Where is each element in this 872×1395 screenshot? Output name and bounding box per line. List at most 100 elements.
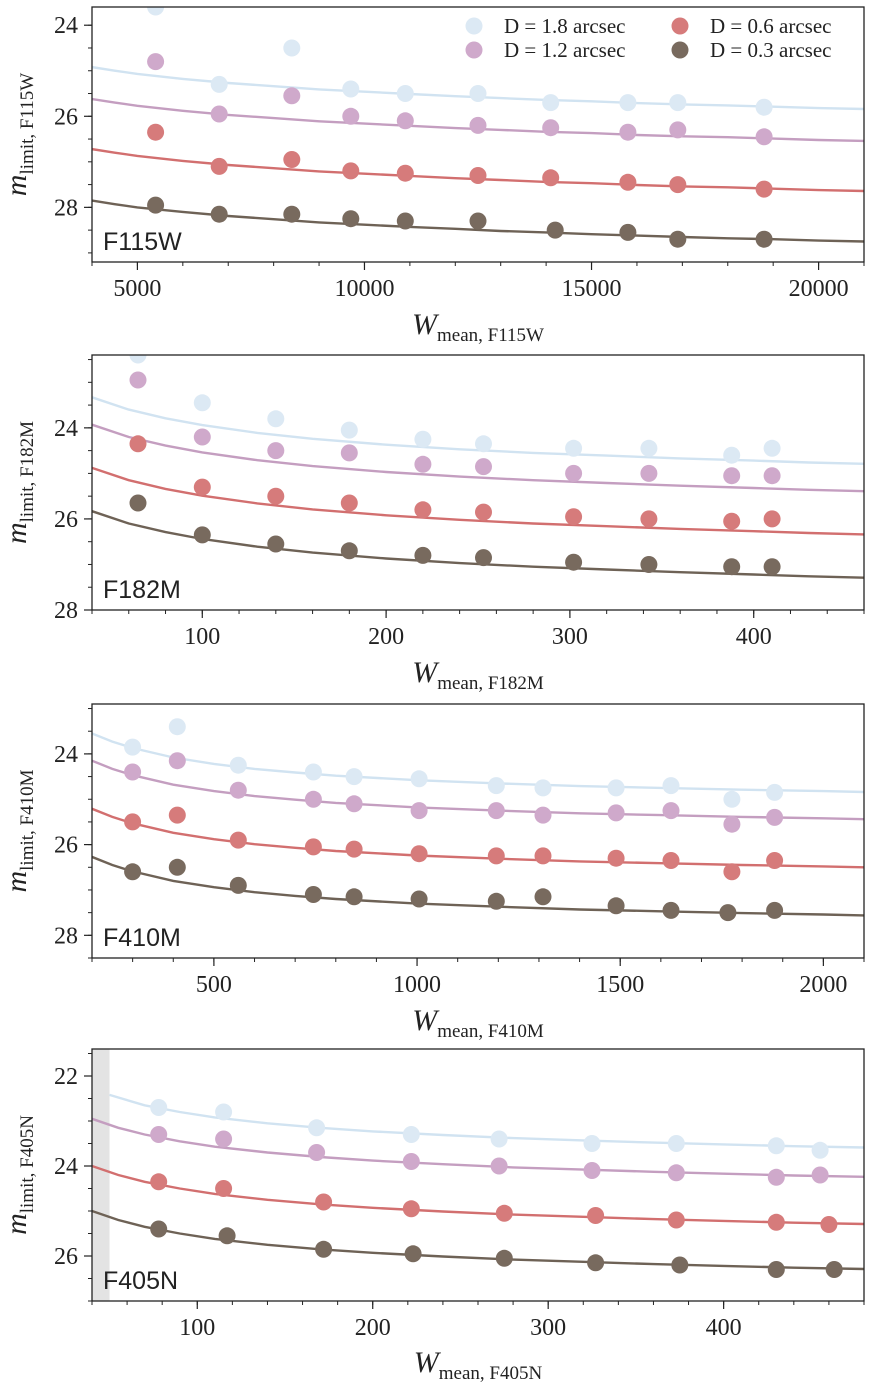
y-tick-label: 26 bbox=[54, 1244, 78, 1270]
data-point bbox=[414, 455, 432, 473]
legend-marker bbox=[671, 41, 689, 59]
x-axis-label-main: W bbox=[414, 1346, 442, 1379]
data-point bbox=[487, 802, 505, 820]
data-point bbox=[534, 847, 552, 865]
data-point bbox=[267, 487, 285, 505]
data-point bbox=[402, 1126, 420, 1143]
data-point bbox=[475, 549, 492, 567]
data-point bbox=[340, 444, 358, 462]
data-point bbox=[542, 94, 560, 112]
legend-marker bbox=[465, 17, 483, 35]
data-point bbox=[267, 442, 285, 460]
data-point bbox=[487, 777, 505, 795]
data-point bbox=[723, 446, 741, 464]
data-point bbox=[565, 439, 583, 457]
data-point bbox=[662, 852, 680, 869]
y-tick-label: 28 bbox=[54, 195, 78, 221]
data-point bbox=[607, 849, 625, 867]
panel-F405N: 100 200 300 400 22 24 26 F405N Wmean, F405N mlimi… bbox=[0, 1048, 865, 1384]
data-point bbox=[542, 119, 560, 137]
data-point bbox=[475, 458, 492, 476]
data-point bbox=[210, 157, 228, 175]
data-point bbox=[662, 901, 680, 919]
data-point bbox=[667, 1164, 685, 1182]
legend-label: D = 1.8 arcsec bbox=[504, 14, 625, 38]
y-tick-label: 26 bbox=[54, 833, 78, 859]
data-point bbox=[723, 815, 741, 833]
legend-label: D = 0.6 arcsec bbox=[710, 14, 831, 38]
legend-label: D = 1.2 arcsec bbox=[504, 38, 625, 62]
data-point bbox=[124, 863, 142, 881]
data-point bbox=[193, 428, 211, 446]
data-point bbox=[766, 808, 784, 826]
data-point bbox=[671, 1256, 689, 1274]
y-axis-label: mlimit, F115W bbox=[0, 73, 38, 196]
data-point bbox=[469, 85, 487, 102]
axes-frame bbox=[91, 354, 865, 611]
data-point bbox=[396, 212, 414, 230]
data-point bbox=[414, 501, 432, 519]
x-axis-label-main: W bbox=[412, 656, 440, 689]
data-point bbox=[723, 558, 741, 576]
data-point bbox=[218, 1227, 236, 1245]
y-tick-label: 28 bbox=[54, 923, 78, 949]
data-point bbox=[124, 763, 142, 781]
x-axis-label-sub: mean, F405N bbox=[439, 1363, 543, 1384]
y-tick-label: 24 bbox=[54, 742, 78, 768]
data-point bbox=[669, 121, 687, 139]
panel-label: F182M bbox=[103, 576, 181, 604]
data-point bbox=[723, 512, 741, 530]
data-point bbox=[755, 180, 773, 198]
data-point bbox=[215, 1103, 233, 1121]
legend-marker bbox=[671, 17, 689, 35]
data-point bbox=[662, 777, 680, 795]
data-point bbox=[168, 752, 186, 770]
data-point bbox=[766, 783, 784, 801]
data-point bbox=[283, 39, 301, 57]
y-axis-label: mlimit, F410M bbox=[0, 769, 38, 892]
data-point bbox=[168, 858, 186, 876]
data-point bbox=[811, 1166, 829, 1184]
data-point bbox=[475, 503, 492, 521]
data-point bbox=[723, 467, 741, 485]
data-point bbox=[124, 738, 142, 756]
data-point bbox=[495, 1249, 513, 1267]
x-tick-label: 2000 bbox=[799, 972, 847, 998]
x-axis-label-sub: mean, F410M bbox=[437, 1021, 544, 1042]
data-point bbox=[410, 845, 428, 863]
data-point bbox=[763, 439, 781, 457]
data-point bbox=[669, 230, 687, 248]
data-point bbox=[267, 535, 285, 553]
data-point bbox=[490, 1157, 508, 1175]
data-point bbox=[342, 107, 360, 125]
data-point bbox=[763, 558, 781, 576]
data-point bbox=[315, 1193, 333, 1211]
shaded-region bbox=[92, 1049, 110, 1301]
data-point bbox=[210, 75, 228, 93]
fit-line-3 bbox=[92, 855, 864, 917]
y-tick-label: 24 bbox=[54, 13, 78, 39]
data-point bbox=[811, 1141, 829, 1159]
data-point bbox=[229, 781, 247, 799]
data-point bbox=[283, 205, 301, 223]
y-axis-label-sub: limit, F405N bbox=[17, 1115, 38, 1213]
data-point bbox=[283, 151, 301, 168]
data-point bbox=[667, 1211, 685, 1229]
x-axis-label-main: W bbox=[412, 308, 440, 341]
y-tick-label: 24 bbox=[54, 1154, 78, 1180]
data-point bbox=[267, 410, 285, 428]
x-tick-label: 300 bbox=[530, 1315, 566, 1341]
data-point bbox=[283, 87, 301, 105]
y-axis-label: mlimit, F182M bbox=[0, 421, 38, 544]
x-axis-label: Wmean, F182M bbox=[412, 656, 544, 694]
data-point bbox=[667, 1135, 685, 1152]
fit-line-1 bbox=[92, 97, 864, 143]
data-point bbox=[229, 876, 247, 894]
data-point bbox=[147, 7, 165, 16]
x-tick-label: 200 bbox=[368, 624, 404, 650]
legend-label: D = 0.3 arcsec bbox=[710, 38, 831, 62]
data-point bbox=[825, 1261, 843, 1278]
